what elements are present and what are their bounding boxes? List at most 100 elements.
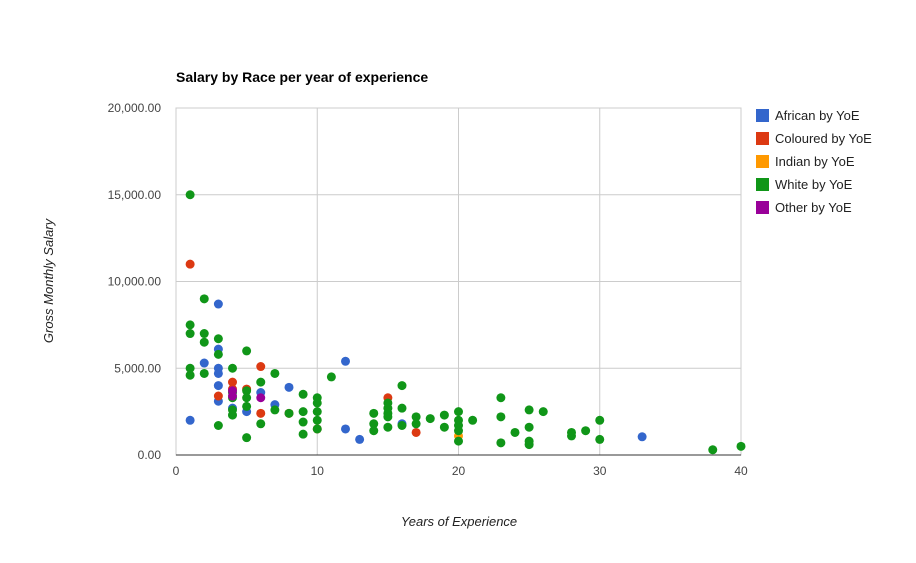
data-point [454, 436, 463, 446]
data-point [411, 419, 421, 429]
data-point [199, 337, 209, 347]
data-point [185, 363, 195, 373]
data-point [185, 259, 195, 269]
data-point [581, 426, 591, 436]
legend-label: African by YoE [775, 108, 860, 123]
data-point [355, 434, 365, 444]
data-point [397, 403, 407, 413]
legend-swatch [756, 201, 769, 214]
chart-title: Salary by Race per year of experience [176, 69, 428, 85]
data-point [213, 368, 223, 378]
legend-swatch [756, 132, 769, 145]
data-point [326, 372, 336, 382]
data-point [270, 405, 280, 415]
legend-swatch [756, 155, 769, 168]
data-point [637, 432, 647, 442]
legend-item: Coloured by YoE [756, 131, 872, 146]
data-point [524, 440, 534, 450]
data-point [454, 407, 463, 417]
data-point [496, 438, 506, 448]
y-axis-title: Gross Monthly Salary [41, 217, 56, 343]
legend-label: Coloured by YoE [775, 131, 872, 146]
data-point [383, 412, 393, 422]
data-point [369, 419, 379, 429]
data-point [411, 427, 421, 437]
data-point [312, 407, 322, 417]
data-point [228, 391, 237, 401]
legend-item: White by YoE [756, 177, 853, 192]
y-tick-label: 0.00 [138, 448, 162, 462]
data-point [256, 377, 266, 387]
data-point [185, 415, 195, 425]
data-point [312, 415, 322, 425]
legend-item: African by YoE [756, 108, 860, 123]
data-point [341, 424, 350, 434]
legend: African by YoE Coloured by YoE Indian by Y… [756, 108, 872, 215]
data-point [185, 190, 195, 200]
data-point [524, 422, 534, 432]
data-point [341, 356, 350, 366]
legend-label: Other by YoE [775, 200, 852, 215]
data-point [256, 393, 266, 403]
data-point [538, 407, 548, 417]
legend-label: White by YoE [775, 177, 853, 192]
data-point [567, 431, 576, 441]
data-point [496, 393, 506, 403]
data-point [298, 389, 308, 399]
data-point [383, 422, 393, 432]
data-point [369, 408, 379, 418]
data-points [185, 190, 746, 455]
data-point [595, 434, 605, 444]
data-point [595, 415, 605, 425]
y-tick-label: 10,000.00 [108, 275, 162, 289]
data-point [256, 408, 266, 418]
data-point [185, 370, 195, 380]
data-point [312, 398, 322, 408]
data-point [298, 429, 308, 439]
y-tick-label: 20,000.00 [108, 101, 162, 115]
data-point [213, 391, 223, 401]
data-point [228, 363, 237, 373]
data-point [411, 412, 421, 422]
data-point [312, 424, 322, 434]
data-point [242, 433, 252, 443]
data-point [213, 349, 223, 359]
x-tick-label: 10 [311, 464, 325, 478]
data-point [369, 426, 379, 436]
data-point [242, 386, 252, 396]
legend-swatch [756, 109, 769, 122]
data-point [213, 421, 223, 431]
data-point [185, 329, 195, 339]
data-point [284, 408, 294, 418]
legend-item: Other by YoE [756, 200, 852, 215]
x-tick-label: 0 [173, 464, 180, 478]
series-white-by-yoe [185, 190, 746, 455]
data-point [439, 410, 449, 420]
y-tick-label: 15,000.00 [108, 188, 162, 202]
data-point [270, 368, 280, 378]
data-point [425, 414, 435, 424]
data-point [228, 410, 237, 420]
data-point [228, 377, 237, 387]
data-point [454, 426, 463, 436]
data-point [256, 419, 266, 429]
y-axis-ticks: 0.00 5,000.00 10,000.00 15,000.00 20,000.00 [108, 101, 162, 462]
data-point [397, 381, 407, 391]
data-point [298, 407, 308, 417]
data-point [199, 358, 209, 368]
data-point [510, 427, 520, 437]
data-point [298, 417, 308, 427]
data-point [199, 329, 209, 339]
legend-swatch [756, 178, 769, 191]
data-point [397, 421, 407, 431]
x-tick-label: 30 [593, 464, 607, 478]
data-point [439, 422, 449, 432]
data-point [284, 382, 294, 392]
data-point [468, 415, 478, 425]
data-point [524, 405, 534, 415]
data-point [213, 299, 223, 309]
data-point [242, 393, 252, 403]
data-point [185, 320, 195, 330]
x-axis-title: Years of Experience [401, 514, 517, 529]
